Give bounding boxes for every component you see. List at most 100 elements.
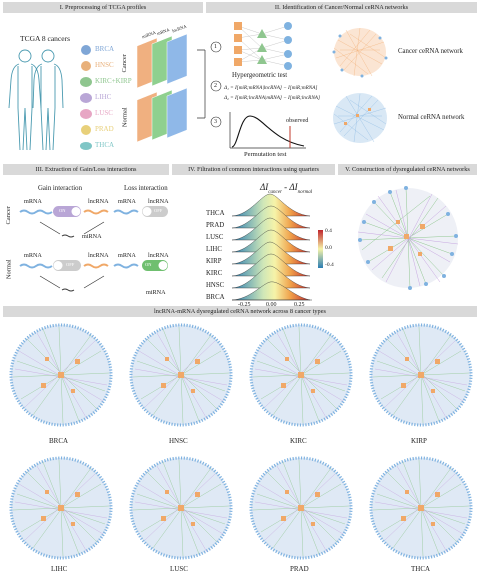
ridge-hnsc [231, 265, 311, 289]
observed-label: observed [286, 117, 309, 124]
ridge-title-mid: - ΔI [281, 182, 298, 192]
cancer-network-label: Cancer ceRNA network [398, 48, 463, 55]
network-label-kirc: KIRC [290, 437, 307, 445]
gain-normal-lncrna: lncRNA [88, 252, 109, 259]
ridge-lihc [231, 229, 311, 253]
network-label-lihc: LIHC [51, 565, 68, 573]
ridge-title-sub2: normal [297, 189, 313, 195]
step-3-icon [210, 116, 222, 128]
loss-cancer-lncrna: lncRNA [148, 198, 169, 205]
colorbar-mid: 0.0 [325, 245, 332, 251]
section-2-banner: II. Identification of Cancer/Normal ceRN… [206, 2, 477, 13]
gain-normal-off: OFF [66, 262, 75, 267]
liver-icon [80, 93, 92, 103]
cancer-label-kirc-kirp: KIRC+KIRP [95, 77, 132, 85]
cancer-label-lusc: LUSC [95, 109, 113, 117]
ridge-lusc [231, 217, 311, 241]
ridge-xtick-zero: 0.00 [266, 302, 277, 308]
ridge-xtick-pos: 0.25 [294, 302, 305, 308]
normal-network-icon [333, 93, 387, 143]
ridge-row-kirp: KIRP [206, 258, 222, 265]
section-6-banner: lncRNA-mRNA dysregulated ceRNA network a… [3, 306, 477, 317]
ridge-row-lusc: LUSC [206, 234, 224, 241]
breast-icon [81, 45, 91, 55]
loss-normal-lncrna: lncRNA [148, 252, 169, 259]
colorbar-max: 0.4 [325, 228, 332, 234]
cancer-label-thca: THCA [95, 141, 115, 149]
hypergeometric-label: Hypergeometric test [232, 72, 288, 79]
network-thca [369, 456, 473, 560]
permutation-plot [229, 112, 306, 149]
network-label-brca: BRCA [49, 437, 69, 445]
ridge-rows [231, 193, 311, 301]
gain-cancer-mirna: miRNA [82, 233, 102, 240]
gain-cancer-on: ON [59, 208, 66, 213]
head-neck-icon [81, 61, 91, 71]
cohort-label: TCGA 8 cancers [20, 34, 70, 43]
step-2-icon [210, 80, 222, 92]
network-brca [9, 323, 113, 427]
ridge-brca [231, 281, 311, 301]
network-kirc [249, 323, 353, 427]
ridge-row-brca: BRCA [206, 294, 225, 301]
loss-cancer-off: OFF [154, 208, 163, 213]
normal-network-label: Normal ceRNA network [398, 114, 465, 121]
kidney-icon [80, 77, 92, 87]
loss-normal-mirna: miRNA [146, 289, 166, 296]
cancer-matrix-stack [136, 33, 188, 89]
network-label-prad: PRAD [290, 565, 309, 573]
lncrna-strand-icon [83, 209, 109, 215]
prostate-icon [81, 125, 91, 135]
ridge-row-lihc: LIHC [206, 246, 222, 253]
ridge-thca [231, 193, 311, 217]
thyroid-icon [80, 142, 92, 150]
network-lusc [129, 456, 233, 560]
equation-2: Δ₂ = I[miR;lncRNA|mRNA] − I[miR;lncRNA] [224, 95, 320, 101]
network-label-lusc: LUSC [170, 565, 188, 573]
ridge-row-prad: PRAD [206, 222, 225, 229]
network-hnsc [129, 323, 233, 427]
step-1-label: 1 [214, 44, 217, 50]
network-label-hnsc: HNSC [169, 437, 188, 445]
network-prad [249, 456, 353, 560]
loss-normal-on: ON [145, 262, 152, 267]
gain-cancer-mrna: mRNA [24, 198, 42, 205]
section-4-banner: IV. Filtration of common interactions us… [172, 164, 335, 175]
ridge-row-thca: THCA [206, 210, 225, 217]
lung-icon [80, 109, 92, 119]
cancer-label-lihc: LIHC [95, 93, 112, 101]
section-5-banner: V. Construction of dysregulated ceRNA ne… [338, 164, 477, 175]
ridge-title: ΔIcancer - ΔInormal [260, 183, 312, 195]
equation-1: Δ₁ = I[miR;mRNA|lncRNA] − I[miR;mRNA] [224, 85, 318, 91]
network-label-kirp: KIRP [411, 437, 427, 445]
step-1-icon [210, 41, 222, 53]
permutation-label: Permutation test [244, 151, 287, 158]
cancer-label-hnsc: HNSC [95, 61, 114, 69]
colorbar-min: -0.4 [325, 262, 334, 268]
network-kirp [369, 323, 473, 427]
dysregulated-network-icon [357, 186, 459, 290]
ridge-kirp [231, 241, 311, 265]
loss-interaction-label: Loss interaction [124, 185, 168, 192]
gain-interaction-label: Gain interaction [38, 185, 82, 192]
network-label-thca: THCA [411, 565, 431, 573]
network-lihc [9, 456, 113, 560]
gain-normal-mrna: mRNA [24, 252, 42, 259]
step-2-label: 2 [214, 83, 217, 89]
cancer-label-brca: BRCA [95, 45, 115, 53]
step-3-label: 3 [214, 119, 217, 125]
ridge-kirc [231, 253, 311, 277]
ridge-prad [231, 205, 311, 229]
cancer-label-prad: PRAD [95, 125, 114, 133]
cancer-network-icon [333, 27, 387, 77]
normal-matrix-stack [136, 87, 188, 143]
section-3-banner: III. Extraction of Gain/Loss interaction… [3, 164, 169, 175]
